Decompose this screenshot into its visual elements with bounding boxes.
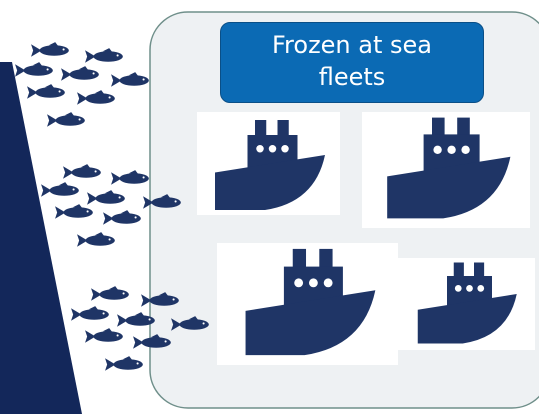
title-box: Frozen at sea fleets xyxy=(220,22,484,103)
boats xyxy=(197,112,535,365)
dark-wedge xyxy=(0,62,82,414)
